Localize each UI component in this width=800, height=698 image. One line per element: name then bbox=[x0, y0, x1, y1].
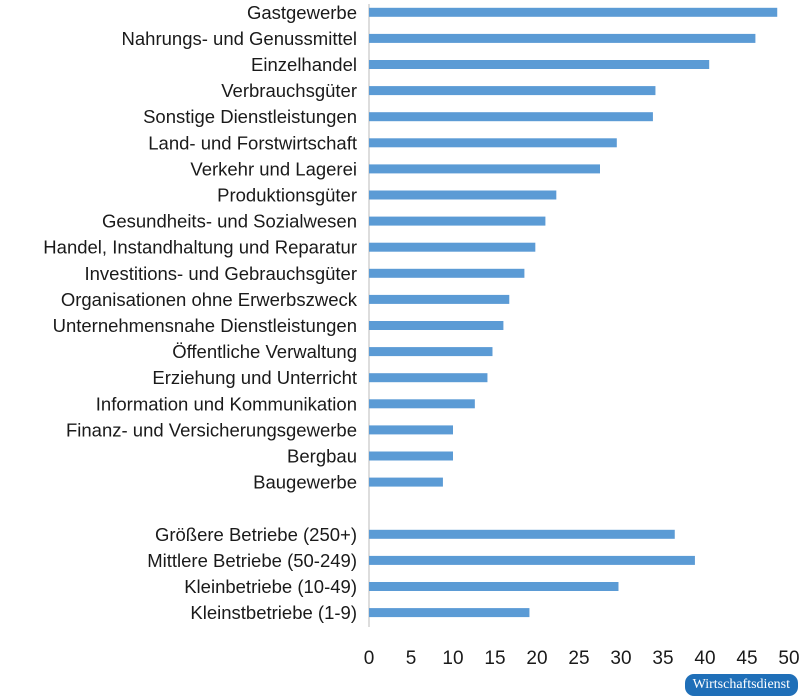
category-label: Mittlere Betriebe (50-249) bbox=[147, 550, 357, 571]
category-label: Gesundheits- und Sozialwesen bbox=[102, 211, 357, 232]
bar bbox=[369, 86, 656, 96]
bar bbox=[369, 33, 756, 43]
category-label: Bergbau bbox=[287, 446, 357, 467]
bar bbox=[369, 582, 619, 591]
bar bbox=[369, 373, 488, 383]
x-tick-label: 25 bbox=[568, 648, 589, 669]
category-label: Gastgewerbe bbox=[247, 2, 357, 23]
bar bbox=[369, 7, 778, 17]
bar bbox=[369, 190, 557, 200]
category-label: Öffentliche Verwaltung bbox=[172, 341, 357, 362]
category-label: Verbrauchsgüter bbox=[221, 80, 357, 101]
category-label: Baugewerbe bbox=[253, 472, 357, 493]
bar bbox=[369, 425, 453, 435]
x-tick-label: 30 bbox=[610, 648, 631, 669]
bar bbox=[369, 608, 530, 618]
bar bbox=[369, 321, 504, 330]
wirtschaftsdienst-badge: Wirtschaftsdienst bbox=[684, 674, 798, 696]
category-label: Verkehr und Lagerei bbox=[190, 158, 357, 179]
x-tick-label: 0 bbox=[364, 648, 375, 669]
x-tick-label: 50 bbox=[778, 648, 799, 669]
x-tick-label: 35 bbox=[652, 648, 673, 669]
bar bbox=[369, 242, 536, 252]
category-label: Nahrungs- und Genussmittel bbox=[122, 28, 357, 49]
category-label: Kleinstbetriebe (1-9) bbox=[190, 602, 357, 623]
x-tick-label: 10 bbox=[442, 648, 463, 669]
category-label: Größere Betriebe (250+) bbox=[155, 524, 357, 545]
category-labels-group: Gastgewerbe Nahrungs- und Genussmittel Ein… bbox=[43, 2, 357, 623]
category-label: Handel, Instandhaltung und Reparatur bbox=[43, 237, 357, 258]
category-label: Erziehung und Unterricht bbox=[152, 367, 357, 388]
category-label: Sonstige Dienstleistungen bbox=[143, 106, 357, 127]
x-tick-label: 45 bbox=[736, 648, 757, 669]
x-tick-label: 15 bbox=[484, 648, 505, 669]
category-label: Kleinbetriebe (10-49) bbox=[184, 576, 357, 597]
category-label: Organisationen ohne Erwerbszweck bbox=[61, 289, 358, 310]
bar bbox=[369, 294, 510, 304]
bar bbox=[369, 529, 675, 539]
category-label: Information und Kommunikation bbox=[96, 393, 357, 414]
bar bbox=[369, 451, 453, 461]
bar bbox=[369, 399, 475, 409]
bar bbox=[369, 216, 546, 226]
bar bbox=[369, 138, 617, 148]
bar bbox=[369, 112, 653, 122]
category-label: Unternehmensnahe Dienstleistungen bbox=[53, 315, 357, 336]
x-axis-ticks-group: 0 5 10 15 20 25 30 35 40 45 50 bbox=[364, 648, 800, 669]
bar bbox=[369, 268, 525, 278]
category-label: Einzelhandel bbox=[251, 54, 357, 75]
category-label: Produktionsgüter bbox=[217, 185, 357, 206]
x-tick-label: 5 bbox=[406, 648, 417, 669]
category-label: Investitions- und Gebrauchsgüter bbox=[84, 263, 357, 284]
bar bbox=[369, 555, 695, 565]
bar bbox=[369, 477, 443, 487]
bar bbox=[369, 347, 493, 357]
bar bbox=[369, 60, 710, 69]
bars-group bbox=[369, 7, 778, 618]
x-tick-label: 20 bbox=[526, 648, 547, 669]
category-label: Land- und Forstwirtschaft bbox=[148, 132, 357, 153]
x-tick-label: 40 bbox=[694, 648, 715, 669]
category-label: Finanz- und Versicherungsgewerbe bbox=[66, 419, 357, 440]
bar bbox=[369, 164, 600, 174]
